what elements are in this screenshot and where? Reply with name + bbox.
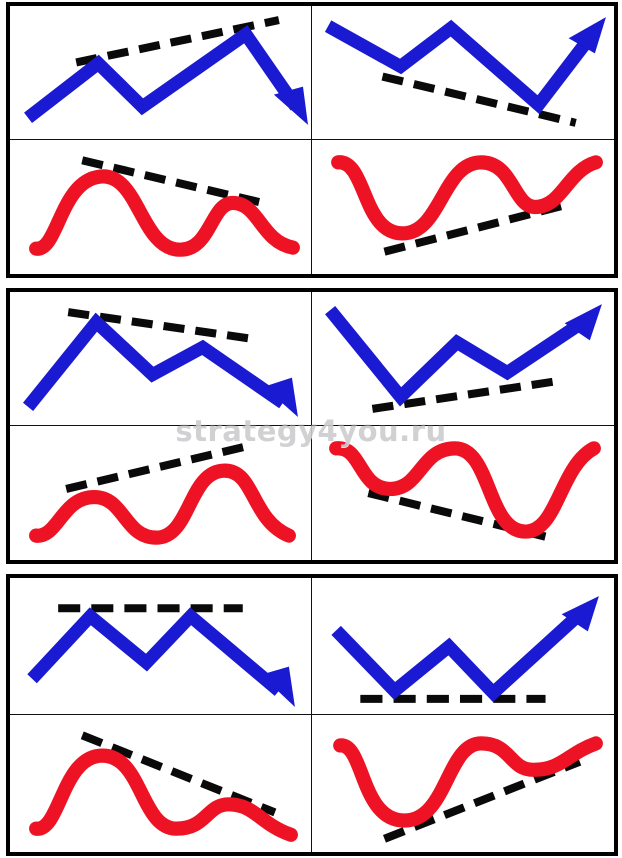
chart-svg-3-3	[29, 731, 298, 842]
chart-cell-1-1[interactable]	[10, 6, 312, 139]
pattern-block-2	[6, 288, 618, 564]
price-wave-line	[29, 169, 300, 257]
chart-svg-2-4	[329, 441, 601, 542]
chart-cell-1-4[interactable]	[312, 140, 614, 274]
chart-cell-3-2[interactable]	[312, 578, 614, 714]
pattern-row-6	[10, 715, 614, 852]
price-zigzag-line	[331, 596, 599, 702]
chart-svg-3-4	[333, 736, 603, 843]
chart-svg-2-3	[29, 442, 296, 545]
chart-cell-2-2[interactable]	[312, 292, 614, 425]
chart-cell-3-4[interactable]	[312, 715, 614, 852]
price-wave-line	[333, 736, 603, 828]
chart-cell-2-3[interactable]	[10, 426, 312, 560]
arrow-down-icon	[260, 666, 295, 707]
chart-svg-1-4	[331, 155, 603, 256]
price-wave-line	[29, 463, 296, 545]
chart-cell-2-4[interactable]	[312, 426, 614, 560]
chart-svg-3-2	[331, 596, 599, 703]
arrow-up-icon	[561, 596, 599, 632]
chart-cell-3-3[interactable]	[10, 715, 312, 852]
price-zigzag-line	[324, 17, 606, 115]
price-wave-line	[29, 748, 298, 842]
chart-svg-2-2	[325, 304, 602, 413]
arrow-down-icon	[273, 86, 308, 125]
price-wave-line	[331, 155, 603, 241]
pattern-row-2	[10, 140, 614, 274]
chart-svg-2-1	[22, 308, 298, 417]
pattern-row-4	[10, 426, 614, 560]
pattern-row-5	[10, 578, 614, 715]
chart-cell-3-1[interactable]	[10, 578, 312, 714]
pattern-block-3	[6, 574, 618, 856]
price-wave-line	[329, 441, 601, 539]
trendline-falling	[381, 72, 577, 127]
chart-svg-1-3	[29, 156, 300, 257]
price-zigzag-line	[22, 312, 298, 417]
pattern-row-1	[10, 6, 614, 140]
chart-cell-1-2[interactable]	[312, 6, 614, 139]
chart-cell-1-3[interactable]	[10, 140, 312, 274]
chart-svg-1-1	[24, 16, 308, 125]
arrow-down-icon	[263, 377, 298, 417]
chart-svg-3-1	[27, 604, 295, 707]
price-zigzag-line	[27, 607, 295, 707]
arrow-up-icon	[568, 17, 606, 54]
price-zigzag-line	[325, 304, 602, 407]
arrow-up-icon	[564, 304, 602, 341]
price-zigzag-line	[24, 25, 308, 125]
chart-svg-1-2	[324, 17, 606, 127]
pattern-block-1	[6, 2, 618, 278]
pattern-row-3	[10, 292, 614, 426]
chart-cell-2-1[interactable]	[10, 292, 312, 425]
